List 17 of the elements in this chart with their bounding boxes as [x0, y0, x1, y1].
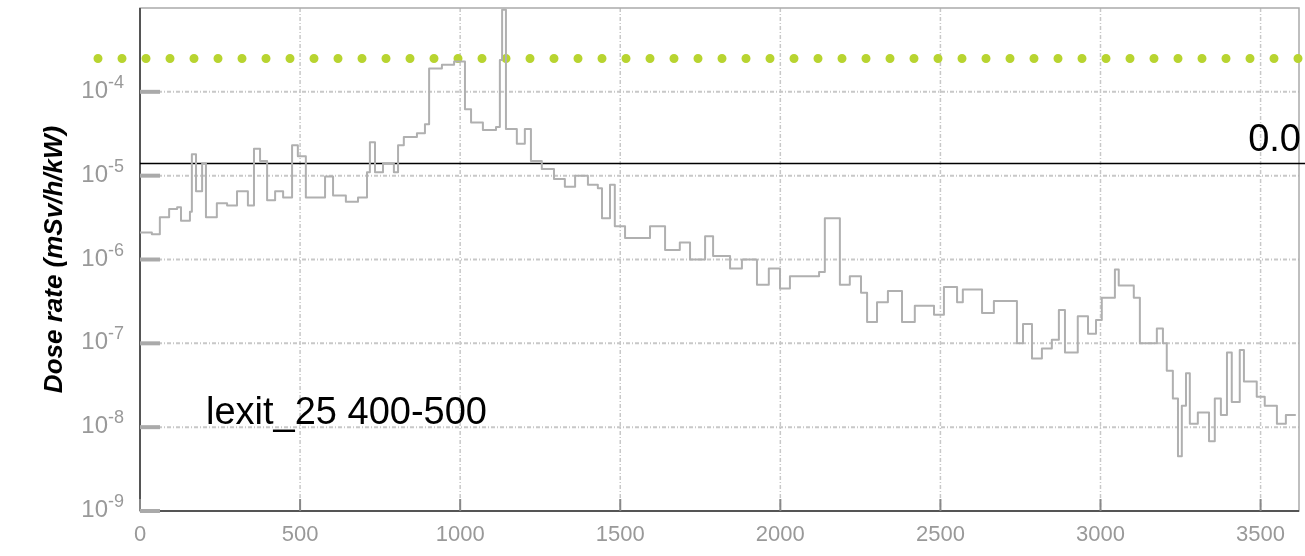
y-tick-label: 10$^{-7}$ — [81, 323, 124, 355]
y-tick-label: 10$^{-4}$ — [81, 71, 124, 103]
x-tick-label: 2000 — [755, 521, 805, 546]
annotation: lexit_25 400-500 — [206, 390, 487, 432]
y-tick-label: 10$^{-9}$ — [81, 491, 124, 522]
x-tick-label: 500 — [281, 521, 319, 546]
y-tick-label: 10$^{-5}$ — [81, 155, 124, 187]
ref-line-label: 0.0 — [1248, 117, 1301, 160]
x-tick-label: 1000 — [435, 521, 485, 546]
x-tick-label: 0 — [133, 521, 147, 546]
x-tick-label: 3500 — [1236, 521, 1286, 546]
x-tick-label: 3000 — [1076, 521, 1125, 546]
y-tick-label: 10$^{-8}$ — [81, 407, 124, 439]
x-tick-label: 2500 — [915, 521, 965, 546]
y-tick-label: 10$^{-6}$ — [81, 239, 124, 271]
x-tick-label: 1500 — [595, 521, 645, 546]
y-axis-title: Dose rate (mSv/h/kW) — [38, 125, 68, 394]
